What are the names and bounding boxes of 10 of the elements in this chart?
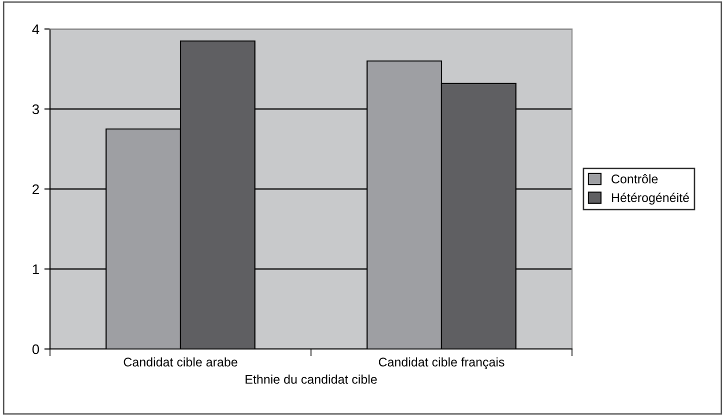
legend-label: Hétérogénéité	[612, 192, 689, 205]
y-tick-label: 2	[32, 184, 39, 194]
x-tick-label: Candidat cible français	[378, 357, 504, 370]
y-tick-label: 4	[32, 24, 40, 34]
y-tick-label: 3	[32, 104, 39, 114]
y-tick-label: 0	[32, 344, 40, 354]
x-tick-label: Candidat cible arabe	[124, 357, 238, 367]
x-axis-title: Ethnie du candidat cible	[246, 374, 377, 384]
y-tick-label: 1	[32, 264, 39, 274]
legend-label: Contrôle	[612, 174, 658, 184]
